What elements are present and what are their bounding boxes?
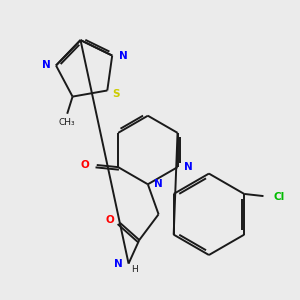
Text: N: N <box>118 51 127 61</box>
Text: N: N <box>42 61 51 70</box>
Text: N: N <box>115 259 123 269</box>
Text: O: O <box>80 160 89 170</box>
Text: N: N <box>154 179 163 189</box>
Text: CH₃: CH₃ <box>59 118 76 127</box>
Text: H: H <box>131 266 137 274</box>
Text: S: S <box>113 89 120 99</box>
Text: Cl: Cl <box>273 192 284 202</box>
Text: N: N <box>184 162 193 172</box>
Text: O: O <box>106 214 115 225</box>
